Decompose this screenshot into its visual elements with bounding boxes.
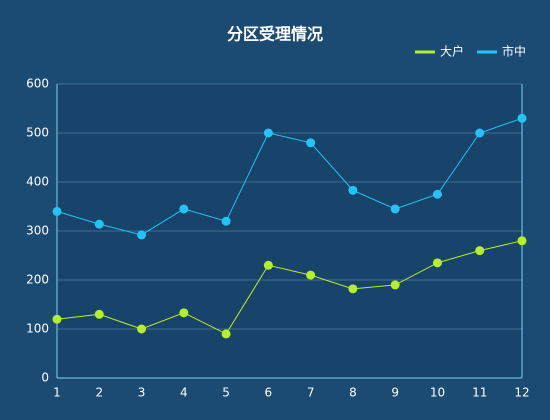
data-point [475, 128, 485, 138]
data-point [348, 284, 358, 294]
x-tick-label: 9 [391, 386, 399, 400]
data-point [179, 308, 189, 318]
x-tick-label: 6 [265, 386, 273, 400]
x-tick-label: 12 [514, 386, 529, 400]
data-point [390, 280, 400, 290]
chart-title: 分区受理情况 [227, 25, 323, 44]
y-tick-label: 600 [26, 77, 49, 91]
data-point [94, 309, 104, 319]
y-tick-label: 200 [26, 273, 49, 287]
y-tick-label: 400 [26, 175, 49, 189]
data-point [390, 204, 400, 214]
x-tick-label: 2 [95, 386, 103, 400]
y-tick-label: 100 [26, 322, 49, 336]
x-tick-label: 10 [430, 386, 445, 400]
x-tick-label: 11 [472, 386, 487, 400]
data-point [432, 258, 442, 268]
series-line [56, 240, 523, 335]
series-line [56, 117, 523, 236]
x-tick-label: 4 [180, 386, 188, 400]
data-point [137, 230, 147, 240]
data-point [306, 270, 316, 280]
data-point [221, 329, 231, 339]
y-tick-label: 0 [41, 371, 49, 385]
y-tick-label: 300 [26, 224, 49, 238]
x-tick-label: 1 [53, 386, 61, 400]
data-point [263, 128, 273, 138]
data-point [263, 260, 273, 270]
data-point [179, 204, 189, 214]
legend-label: 大户 [440, 44, 464, 59]
x-tick-label: 7 [307, 386, 315, 400]
y-tick-label: 500 [26, 126, 49, 140]
data-point [517, 236, 527, 246]
data-point [517, 113, 527, 123]
data-point [52, 314, 62, 324]
data-point [306, 138, 316, 148]
x-tick-label: 8 [349, 386, 357, 400]
data-point [52, 206, 62, 216]
x-tick-label: 3 [138, 386, 146, 400]
data-point [221, 216, 231, 226]
legend-label: 市中 [502, 44, 526, 59]
data-point [475, 246, 485, 256]
data-point [94, 219, 104, 229]
data-point [137, 324, 147, 334]
data-point [348, 185, 358, 195]
x-tick-label: 5 [222, 386, 230, 400]
data-point [432, 189, 442, 199]
